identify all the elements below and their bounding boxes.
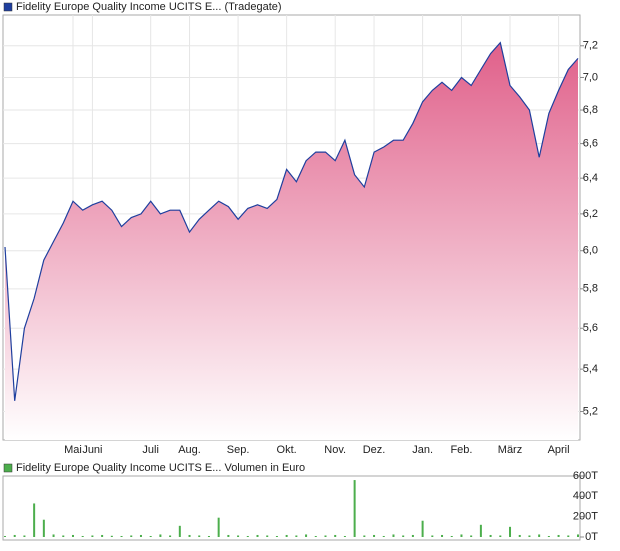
x-tick-label: Okt. xyxy=(277,444,297,456)
volume-bar xyxy=(479,524,482,537)
legend-label: Fidelity Europe Quality Income UCITS E..… xyxy=(16,462,305,474)
volume-bar xyxy=(411,534,414,537)
volume-bar xyxy=(149,535,152,537)
volume-bar xyxy=(295,535,298,537)
volume-bar xyxy=(71,534,74,537)
volume-bar xyxy=(256,534,259,537)
volume-bar xyxy=(489,534,492,537)
volume-bar xyxy=(81,535,84,537)
x-tick-label: Dez. xyxy=(363,444,386,456)
x-tick-label: Juni xyxy=(82,444,102,456)
volume-bar xyxy=(460,534,463,537)
x-tick-label: April xyxy=(548,444,570,456)
volume-bar xyxy=(188,534,191,537)
y-tick-label: 5,2 xyxy=(583,405,598,417)
y-tick-label: 600T xyxy=(573,470,598,482)
volume-bar xyxy=(266,535,269,537)
volume-bar xyxy=(42,519,45,537)
volume-bar xyxy=(509,526,512,537)
volume-bar xyxy=(382,535,385,537)
volume-bar xyxy=(518,534,521,537)
volume-bar xyxy=(538,534,541,537)
y-tick-label: 200T xyxy=(573,511,598,523)
volume-bar xyxy=(120,535,123,537)
volume-bar xyxy=(470,535,473,537)
y-tick-label: 6,2 xyxy=(583,208,598,220)
volume-bar xyxy=(159,534,162,537)
volume-bar xyxy=(23,535,26,537)
volume-bar xyxy=(334,534,337,537)
volume-bar xyxy=(343,535,346,537)
volume-bar xyxy=(52,534,55,537)
volume-bar xyxy=(217,517,220,537)
volume-bar xyxy=(499,535,502,537)
volume-bar xyxy=(441,534,444,537)
volume-bar xyxy=(110,535,113,537)
volume-bar xyxy=(33,503,36,537)
x-tick-label: Aug. xyxy=(178,444,201,456)
x-tick-label: März xyxy=(498,444,522,456)
x-tick-label: Jan. xyxy=(412,444,433,456)
legend-swatch xyxy=(3,2,13,12)
y-tick-label: 6,0 xyxy=(583,245,598,257)
volume-bar xyxy=(324,535,327,537)
y-tick-label: 6,8 xyxy=(583,104,598,116)
y-tick-label: 6,6 xyxy=(583,137,598,149)
y-tick-label: 7,2 xyxy=(583,40,598,52)
y-tick-label: 5,6 xyxy=(583,322,598,334)
volume-bar xyxy=(363,535,366,537)
x-tick-label: Juli xyxy=(142,444,159,456)
y-tick-label: 0T xyxy=(585,531,598,543)
volume-bar xyxy=(450,535,453,537)
legend-swatch xyxy=(3,463,13,473)
volume-bar xyxy=(402,535,405,537)
y-tick-label: 7,0 xyxy=(583,71,598,83)
x-tick-label: Nov. xyxy=(324,444,346,456)
x-tick-label: Feb. xyxy=(450,444,472,456)
volume-bar xyxy=(547,535,550,537)
volume-bar xyxy=(567,535,570,537)
volume-bar xyxy=(4,535,6,537)
volume-bar xyxy=(237,535,240,537)
volume-bar xyxy=(101,534,104,537)
y-tick-label: 400T xyxy=(573,490,598,502)
volume-bar xyxy=(198,535,201,537)
volume-bar xyxy=(421,520,424,537)
y-tick-label: 5,4 xyxy=(583,363,598,375)
x-tick-label: Sep. xyxy=(227,444,250,456)
volume-bar xyxy=(353,480,356,537)
volume-bar xyxy=(91,535,94,537)
volume-bar xyxy=(305,534,308,537)
volume-bar xyxy=(227,534,230,537)
volume-bar xyxy=(169,535,172,537)
volume-bar xyxy=(246,535,249,537)
y-tick-label: 6,4 xyxy=(583,172,598,184)
x-tick-label: Mai xyxy=(64,444,82,456)
volume-bar xyxy=(314,535,317,537)
area-fill xyxy=(5,42,578,440)
volume-bar xyxy=(275,535,278,537)
volume-frame xyxy=(2,475,581,541)
volume-bar xyxy=(285,534,288,537)
volume-bar xyxy=(139,534,142,537)
volume-bar xyxy=(178,525,181,537)
price-line xyxy=(4,41,579,401)
volume-bar xyxy=(528,535,531,537)
volume-bar xyxy=(130,535,133,537)
volume-bar xyxy=(392,534,395,537)
volume-bar xyxy=(13,534,16,537)
volume-bar xyxy=(577,534,579,537)
volume-bar xyxy=(207,535,210,537)
legend-label: Fidelity Europe Quality Income UCITS E..… xyxy=(16,1,282,13)
volume-bar xyxy=(62,535,65,537)
y-tick-label: 5,8 xyxy=(583,283,598,295)
volume-bar xyxy=(557,534,560,537)
volume-bar xyxy=(373,534,376,537)
volume-bar xyxy=(431,535,434,537)
